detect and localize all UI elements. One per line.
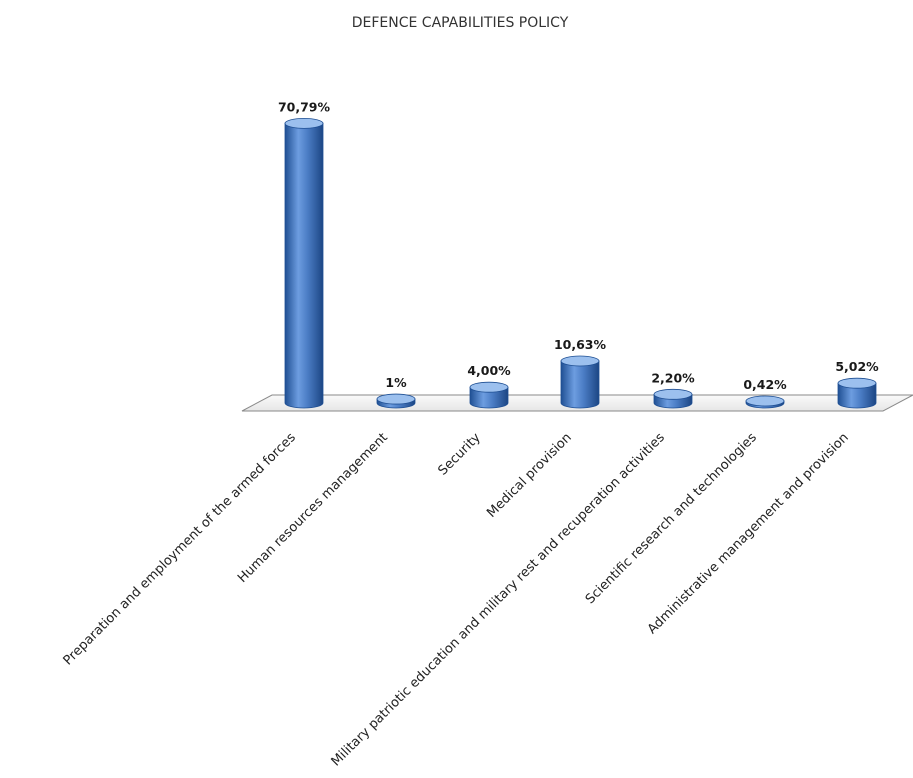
- chart-title: DEFENCE CAPABILITIES POLICY: [352, 15, 569, 31]
- category-label: Administrative management and provision: [645, 430, 852, 637]
- bar: [376, 393, 416, 409]
- category-label: Military patriotic education and militar…: [329, 430, 668, 769]
- data-label: 2,20%: [651, 370, 695, 385]
- data-label: 0,42%: [743, 377, 787, 392]
- data-label: 70,79%: [278, 99, 331, 114]
- bar-body: [837, 382, 877, 409]
- bar-top: [745, 395, 785, 407]
- bar: [284, 117, 324, 409]
- bar-top: [284, 117, 324, 129]
- category-label: Scientific research and technologies: [583, 430, 760, 607]
- bar: [837, 377, 877, 409]
- bar-top: [653, 388, 693, 400]
- data-labels-group: 70,79% 1% 4,00% 10,63% 2,20% 0,42% 5,02%: [278, 99, 879, 392]
- bar-top: [560, 355, 600, 367]
- category-label: Medical provision: [484, 430, 575, 521]
- bar: [653, 388, 693, 409]
- bar: [469, 381, 509, 409]
- bar: [745, 395, 785, 409]
- category-label: Security: [435, 430, 484, 479]
- category-labels-group: Preparation and employment of the armed …: [61, 430, 852, 769]
- category-label: Human resources management: [235, 430, 391, 586]
- bar-body: [284, 122, 324, 409]
- bar-body: [560, 360, 600, 409]
- data-label: 1%: [385, 375, 407, 390]
- data-label: 10,63%: [554, 337, 607, 352]
- bar: [560, 355, 600, 409]
- bar-top: [469, 381, 509, 393]
- bar-body: [469, 386, 509, 409]
- bars-group: [284, 117, 877, 409]
- data-label: 5,02%: [835, 359, 879, 374]
- bar-top: [376, 393, 416, 405]
- bar-top: [837, 377, 877, 389]
- data-label: 4,00%: [467, 363, 511, 378]
